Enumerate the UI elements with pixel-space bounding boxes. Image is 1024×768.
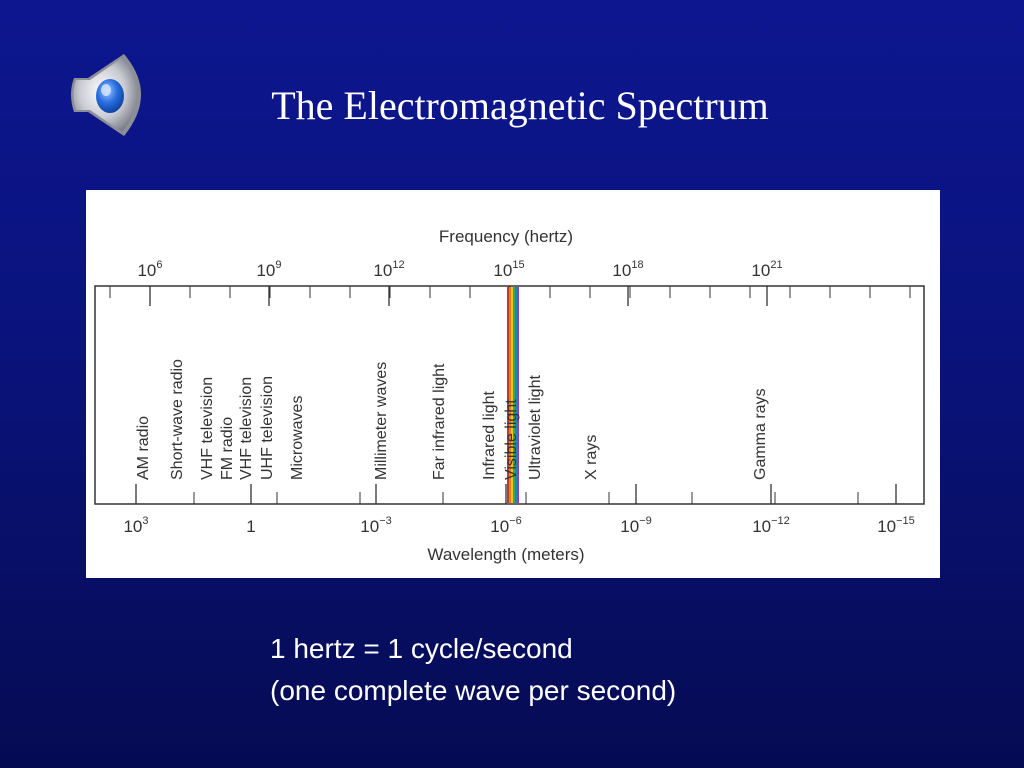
visible-spectrum-stripe: [511, 287, 513, 503]
spectrum-diagram: Frequency (hertz) Wavelength (meters) 106 1…: [94, 227, 925, 564]
visible-spectrum-stripe: [507, 287, 509, 503]
wavelength-axis-title: Wavelength (meters): [427, 545, 584, 564]
frequency-tick-label: 1012: [373, 259, 404, 280]
wavelength-tick-label: 103: [123, 515, 148, 536]
band-label: X rays: [583, 435, 600, 480]
spectrum-diagram-panel: Frequency (hertz) Wavelength (meters) 106 1…: [86, 190, 940, 578]
band-label: Short-wave radio: [169, 359, 186, 480]
wavelength-tick-label: 10−12: [752, 515, 790, 536]
speaker-icon[interactable]: [66, 50, 162, 140]
band-label: Infrared light: [481, 391, 498, 480]
frequency-tick-label: 106: [137, 259, 162, 280]
band-label: Far infrared light: [431, 363, 448, 480]
band-label: FM radio: [219, 417, 236, 480]
frequency-tick-label: 1015: [493, 259, 524, 280]
frequency-axis-title: Frequency (hertz): [439, 227, 573, 246]
band-label: Ultraviolet light: [527, 375, 544, 480]
note-line: (one complete wave per second): [270, 675, 677, 706]
visible-spectrum-stripe: [509, 287, 511, 503]
frequency-tick-label: 1021: [751, 259, 782, 280]
note-line: 1 hertz = 1 cycle/second: [270, 633, 573, 664]
slide-title: The Electromagnetic Spectrum: [271, 83, 769, 128]
wavelength-tick-label: 10−9: [620, 515, 651, 536]
hertz-definition-note: 1 hertz = 1 cycle/second (one complete w…: [270, 628, 676, 712]
visible-spectrum-stripe: [515, 287, 517, 503]
frequency-tick-label: 109: [256, 259, 281, 280]
visible-spectrum-stripe: [513, 287, 515, 503]
wavelength-tick-label: 10−15: [877, 515, 915, 536]
wavelength-tick-label: 10−6: [490, 515, 521, 536]
band-label: VHF television: [238, 377, 255, 480]
band-label: Visible light: [503, 399, 520, 480]
band-label: Gamma rays: [752, 388, 769, 480]
band-label: Microwaves: [289, 396, 306, 480]
wavelength-tick-label: 10−3: [360, 515, 391, 536]
band-label: VHF television: [199, 377, 216, 480]
band-label: UHF television: [259, 376, 276, 480]
band-label: AM radio: [135, 416, 152, 480]
band-label: Millimeter waves: [373, 362, 390, 480]
wavelength-tick-label: 1: [246, 517, 255, 536]
visible-spectrum-stripe: [517, 287, 519, 503]
frequency-tick-label: 1018: [612, 259, 643, 280]
